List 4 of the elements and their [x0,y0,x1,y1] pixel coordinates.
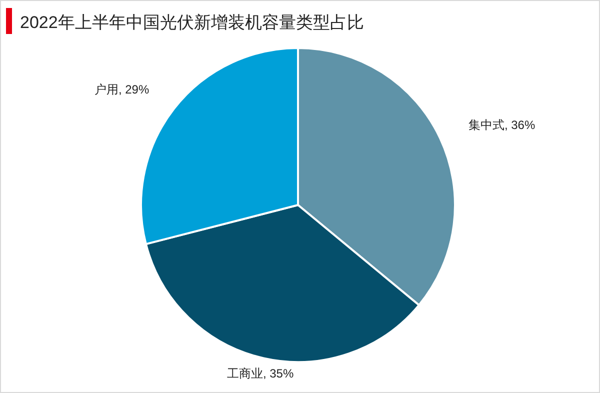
slice-label: 户用, 29% [94,82,150,97]
slice-label: 工商业, 35% [226,366,294,381]
chart-title: 2022年上半年中国光伏新增装机容量类型占比 [20,13,364,32]
slice-label: 集中式, 36% [468,118,536,132]
